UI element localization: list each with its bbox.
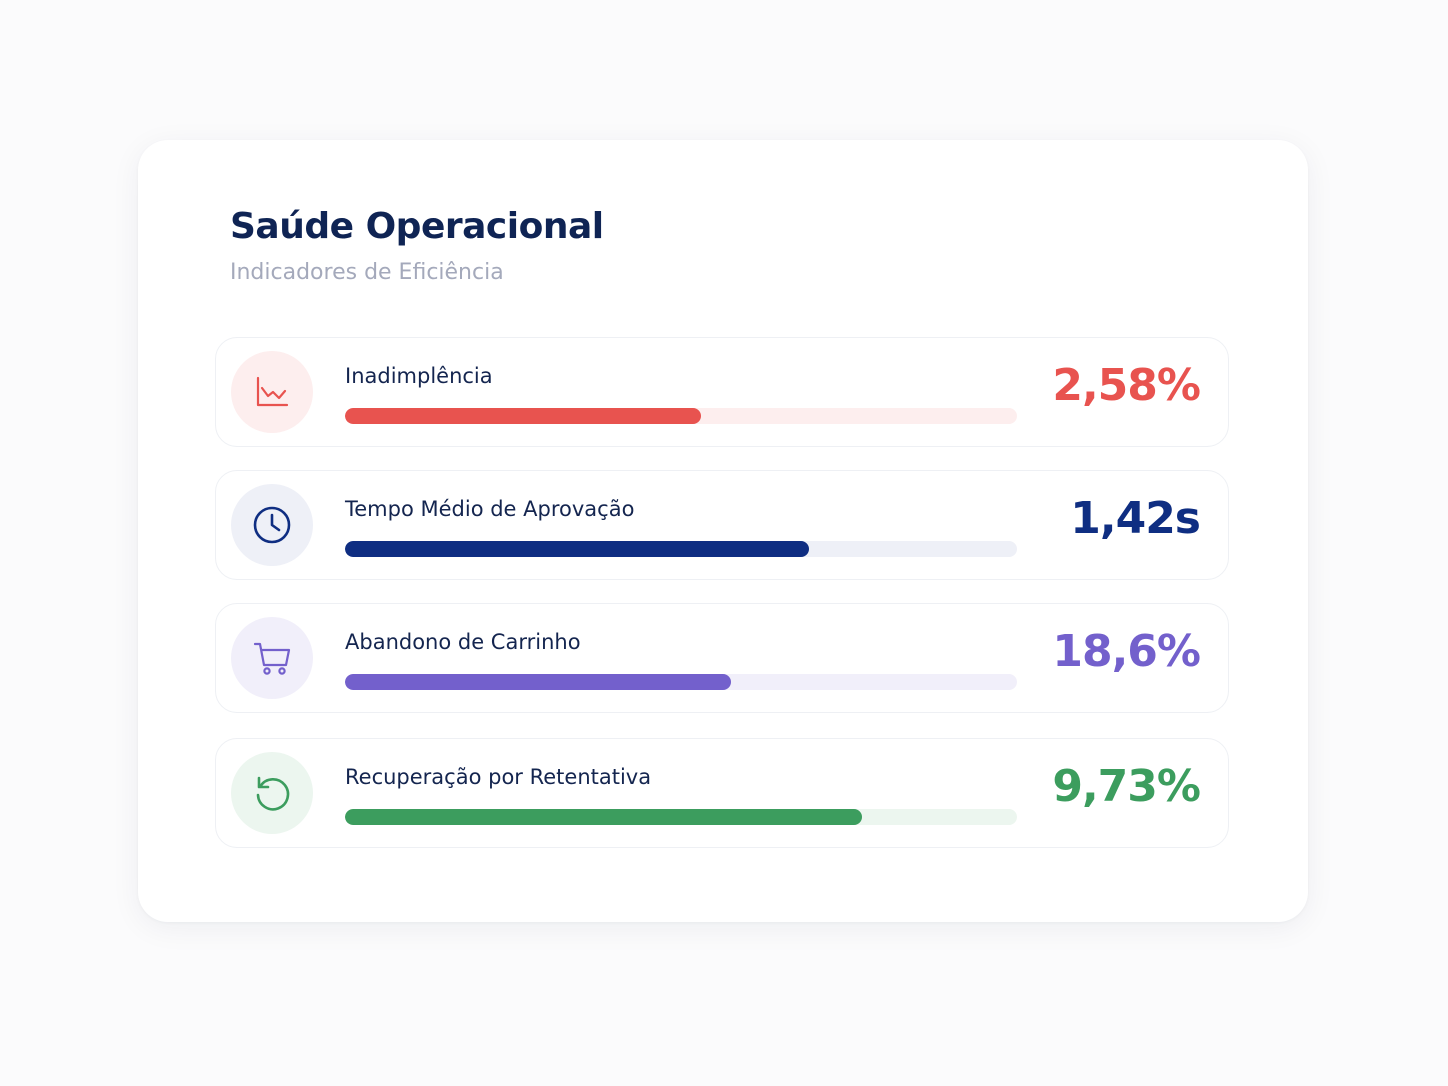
progress-bar-track bbox=[345, 541, 1017, 557]
progress-bar-track bbox=[345, 809, 1017, 825]
metric-value: 18,6% bbox=[1052, 626, 1201, 677]
metric-value: 2,58% bbox=[1052, 360, 1201, 411]
metric-label: Recuperação por Retentativa bbox=[345, 765, 652, 789]
progress-bar-fill bbox=[345, 809, 863, 825]
card-subtitle: Indicadores de Eficiência bbox=[230, 260, 504, 285]
metric-row-inadimplencia: Inadimplência 2,58% bbox=[215, 337, 1229, 447]
metric-row-tempo-medio: Tempo Médio de Aprovação 1,42s bbox=[215, 470, 1229, 580]
operational-health-card: Saúde Operacional Indicadores de Eficiên… bbox=[138, 140, 1308, 922]
metric-row-recuperacao: Recuperação por Retentativa 9,73% bbox=[215, 738, 1229, 848]
metric-label: Abandono de Carrinho bbox=[345, 630, 581, 654]
metric-value: 1,42s bbox=[1070, 493, 1201, 544]
shopping-cart-icon bbox=[231, 617, 313, 699]
progress-bar-fill bbox=[345, 408, 702, 424]
progress-bar-fill bbox=[345, 674, 732, 690]
metric-row-abandono-carrinho: Abandono de Carrinho 18,6% bbox=[215, 603, 1229, 713]
progress-bar-track bbox=[345, 674, 1017, 690]
metric-value: 9,73% bbox=[1052, 761, 1201, 812]
card-title: Saúde Operacional bbox=[230, 206, 604, 247]
clock-icon bbox=[231, 484, 313, 566]
progress-bar-track bbox=[345, 408, 1017, 424]
refresh-icon bbox=[231, 752, 313, 834]
chart-line-down-icon bbox=[231, 351, 313, 433]
metric-label: Inadimplência bbox=[345, 364, 493, 388]
progress-bar-fill bbox=[345, 541, 809, 557]
metric-label: Tempo Médio de Aprovação bbox=[345, 497, 635, 521]
